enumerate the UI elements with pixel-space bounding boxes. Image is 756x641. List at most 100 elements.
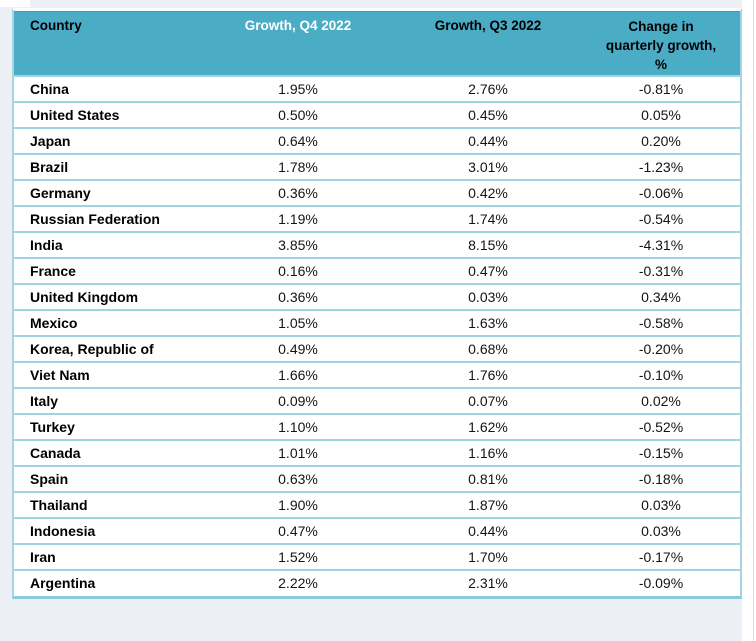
growth-q3-cell: 0.81%	[394, 464, 582, 492]
growth-q4-cell: 1.90%	[202, 490, 394, 518]
country-cell: India	[14, 230, 202, 258]
change-cell: -0.15%	[582, 438, 740, 466]
growth-q4-cell: 1.95%	[202, 74, 394, 102]
country-cell: Italy	[14, 386, 202, 414]
growth-q4-cell: 0.36%	[202, 282, 394, 310]
table-row: United States 0.50% 0.45% 0.05%	[14, 100, 740, 128]
column-header-growth-q4-2022: Growth, Q4 2022	[202, 10, 394, 76]
change-cell: -0.81%	[582, 74, 740, 102]
change-cell: 0.03%	[582, 490, 740, 518]
growth-q4-cell: 0.47%	[202, 516, 394, 544]
change-cell: -0.18%	[582, 464, 740, 492]
change-cell: -0.17%	[582, 542, 740, 570]
growth-q3-cell: 1.70%	[394, 542, 582, 570]
growth-q4-cell: 0.36%	[202, 178, 394, 206]
change-cell: -4.31%	[582, 230, 740, 258]
growth-q4-cell: 1.01%	[202, 438, 394, 466]
growth-q3-cell: 8.15%	[394, 230, 582, 258]
growth-q4-cell: 0.63%	[202, 464, 394, 492]
table-row: India 3.85% 8.15% -4.31%	[14, 230, 740, 258]
country-cell: Indonesia	[14, 516, 202, 544]
change-cell: -0.09%	[582, 568, 740, 596]
country-cell: Mexico	[14, 308, 202, 336]
table-header: Country Growth, Q4 2022 Growth, Q3 2022 …	[14, 10, 740, 76]
page-corner-notch	[0, 0, 30, 7]
table-row: Spain 0.63% 0.81% -0.18%	[14, 464, 740, 492]
growth-q4-cell: 1.05%	[202, 308, 394, 336]
growth-table-card: Country Growth, Q4 2022 Growth, Q3 2022 …	[12, 8, 742, 599]
change-cell: 0.03%	[582, 516, 740, 544]
change-cell: 0.02%	[582, 386, 740, 414]
column-header-country: Country	[14, 10, 202, 76]
right-gutter	[742, 0, 756, 641]
growth-q3-cell: 3.01%	[394, 152, 582, 180]
growth-q3-cell: 1.76%	[394, 360, 582, 388]
table-row: Korea, Republic of 0.49% 0.68% -0.20%	[14, 334, 740, 362]
change-cell: -0.52%	[582, 412, 740, 440]
growth-q3-cell: 1.87%	[394, 490, 582, 518]
country-cell: Japan	[14, 126, 202, 154]
table-row: Canada 1.01% 1.16% -0.15%	[14, 438, 740, 466]
change-cell: 0.05%	[582, 100, 740, 128]
country-cell: Iran	[14, 542, 202, 570]
table-row: Turkey 1.10% 1.62% -0.52%	[14, 412, 740, 440]
table-row: France 0.16% 0.47% -0.31%	[14, 256, 740, 284]
change-cell: -0.06%	[582, 178, 740, 206]
growth-q4-cell: 0.16%	[202, 256, 394, 284]
country-cell: Germany	[14, 178, 202, 206]
growth-q3-cell: 1.16%	[394, 438, 582, 466]
country-cell: United Kingdom	[14, 282, 202, 310]
growth-q3-cell: 0.47%	[394, 256, 582, 284]
change-cell: -1.23%	[582, 152, 740, 180]
table-row: Argentina 2.22% 2.31% -0.09%	[14, 568, 740, 596]
country-cell: Russian Federation	[14, 204, 202, 232]
country-cell: China	[14, 74, 202, 102]
growth-q3-cell: 0.03%	[394, 282, 582, 310]
table-row: Iran 1.52% 1.70% -0.17%	[14, 542, 740, 570]
table-body: China 1.95% 2.76% -0.81% United States 0…	[14, 74, 740, 596]
country-cell: Viet Nam	[14, 360, 202, 388]
growth-q4-cell: 0.50%	[202, 100, 394, 128]
change-cell: 0.20%	[582, 126, 740, 154]
growth-q4-cell: 2.22%	[202, 568, 394, 596]
country-cell: Turkey	[14, 412, 202, 440]
change-cell: 0.34%	[582, 282, 740, 310]
country-cell: Korea, Republic of	[14, 334, 202, 362]
table-row: Brazil 1.78% 3.01% -1.23%	[14, 152, 740, 180]
growth-q3-cell: 0.45%	[394, 100, 582, 128]
change-cell: -0.58%	[582, 308, 740, 336]
change-cell: -0.20%	[582, 334, 740, 362]
table-row: Thailand 1.90% 1.87% 0.03%	[14, 490, 740, 518]
change-cell: -0.10%	[582, 360, 740, 388]
growth-q4-cell: 1.10%	[202, 412, 394, 440]
table-row: Indonesia 0.47% 0.44% 0.03%	[14, 516, 740, 544]
table-row: Viet Nam 1.66% 1.76% -0.10%	[14, 360, 740, 388]
growth-q4-cell: 1.52%	[202, 542, 394, 570]
country-cell: France	[14, 256, 202, 284]
header-row: Country Growth, Q4 2022 Growth, Q3 2022 …	[14, 10, 740, 76]
table-row: Russian Federation 1.19% 1.74% -0.54%	[14, 204, 740, 232]
change-cell: -0.31%	[582, 256, 740, 284]
growth-q4-cell: 0.49%	[202, 334, 394, 362]
growth-q3-cell: 0.44%	[394, 126, 582, 154]
growth-q3-cell: 1.74%	[394, 204, 582, 232]
country-cell: Spain	[14, 464, 202, 492]
table-row: Germany 0.36% 0.42% -0.06%	[14, 178, 740, 206]
growth-q4-cell: 3.85%	[202, 230, 394, 258]
growth-q3-cell: 1.62%	[394, 412, 582, 440]
table-row: Mexico 1.05% 1.63% -0.58%	[14, 308, 740, 336]
table-row: United Kingdom 0.36% 0.03% 0.34%	[14, 282, 740, 310]
country-cell: Canada	[14, 438, 202, 466]
column-header-growth-q3-2022: Growth, Q3 2022	[394, 10, 582, 76]
country-cell: United States	[14, 100, 202, 128]
table-row: China 1.95% 2.76% -0.81%	[14, 74, 740, 102]
growth-q3-cell: 0.44%	[394, 516, 582, 544]
growth-q3-cell: 0.42%	[394, 178, 582, 206]
country-cell: Argentina	[14, 568, 202, 596]
growth-q4-cell: 1.78%	[202, 152, 394, 180]
table-row: Italy 0.09% 0.07% 0.02%	[14, 386, 740, 414]
growth-q3-cell: 0.07%	[394, 386, 582, 414]
growth-q3-cell: 1.63%	[394, 308, 582, 336]
growth-q4-cell: 0.09%	[202, 386, 394, 414]
growth-q3-cell: 0.68%	[394, 334, 582, 362]
